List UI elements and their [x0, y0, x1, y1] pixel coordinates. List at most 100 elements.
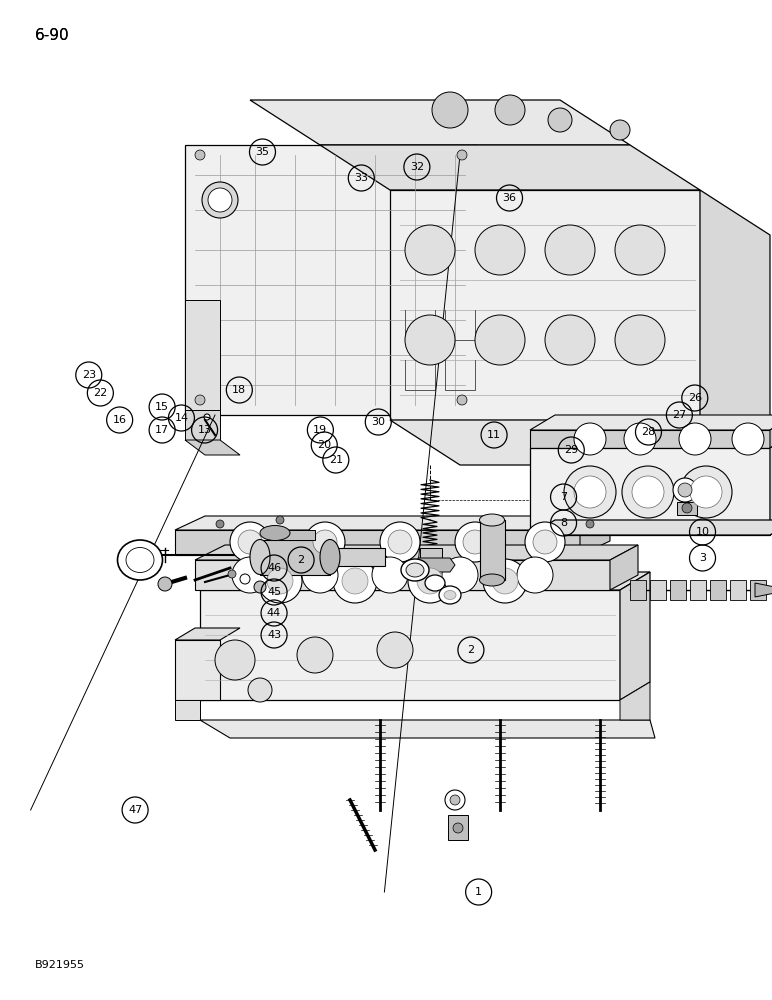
Text: 26: 26: [688, 393, 702, 403]
Polygon shape: [175, 628, 240, 640]
Circle shape: [673, 478, 697, 502]
Circle shape: [517, 557, 553, 593]
Polygon shape: [200, 720, 655, 738]
Polygon shape: [610, 545, 638, 590]
Circle shape: [158, 577, 172, 591]
Circle shape: [586, 520, 594, 528]
Polygon shape: [620, 682, 650, 720]
Ellipse shape: [401, 559, 429, 581]
Ellipse shape: [126, 548, 154, 572]
Circle shape: [492, 568, 518, 594]
Text: 29: 29: [564, 445, 578, 455]
Circle shape: [457, 395, 467, 405]
Circle shape: [302, 557, 338, 593]
Circle shape: [238, 530, 262, 554]
Circle shape: [388, 530, 412, 554]
Polygon shape: [275, 530, 315, 540]
Text: 2: 2: [467, 645, 475, 655]
Circle shape: [475, 225, 525, 275]
Ellipse shape: [444, 590, 456, 599]
Circle shape: [463, 530, 487, 554]
Polygon shape: [185, 440, 240, 455]
Text: 11: 11: [487, 430, 501, 440]
Polygon shape: [448, 815, 468, 840]
Circle shape: [202, 182, 238, 218]
Text: 33: 33: [354, 173, 368, 183]
Text: 43: 43: [267, 630, 281, 640]
Circle shape: [240, 574, 250, 584]
Text: 19: 19: [313, 425, 327, 435]
Circle shape: [380, 522, 420, 562]
Ellipse shape: [406, 563, 424, 577]
Polygon shape: [195, 560, 610, 590]
Text: 16: 16: [113, 415, 127, 425]
Ellipse shape: [425, 575, 445, 591]
Polygon shape: [390, 420, 770, 465]
Polygon shape: [330, 548, 385, 566]
Text: 20: 20: [317, 440, 331, 450]
Text: 27: 27: [672, 410, 686, 420]
Circle shape: [215, 640, 255, 680]
Text: 21: 21: [329, 455, 343, 465]
Circle shape: [615, 225, 665, 275]
Circle shape: [195, 395, 205, 405]
Text: 13: 13: [198, 425, 212, 435]
Circle shape: [432, 92, 468, 128]
Text: 23: 23: [82, 370, 96, 380]
Circle shape: [525, 522, 565, 562]
Circle shape: [208, 188, 232, 212]
Polygon shape: [320, 145, 700, 190]
Text: 1: 1: [475, 887, 482, 897]
Polygon shape: [630, 580, 646, 600]
Polygon shape: [195, 545, 638, 560]
Circle shape: [305, 522, 345, 562]
Circle shape: [545, 315, 595, 365]
Circle shape: [679, 423, 711, 455]
Polygon shape: [175, 530, 580, 555]
Text: 47: 47: [128, 805, 142, 815]
Polygon shape: [260, 540, 330, 575]
Circle shape: [574, 423, 606, 455]
Circle shape: [533, 530, 557, 554]
Circle shape: [228, 570, 236, 578]
Circle shape: [248, 678, 272, 702]
Polygon shape: [750, 580, 766, 600]
Polygon shape: [530, 415, 772, 430]
Circle shape: [622, 466, 674, 518]
Polygon shape: [185, 410, 220, 440]
Ellipse shape: [250, 540, 270, 574]
Polygon shape: [420, 548, 442, 560]
Circle shape: [564, 466, 616, 518]
Circle shape: [457, 150, 467, 160]
Polygon shape: [175, 640, 220, 700]
Text: 17: 17: [155, 425, 169, 435]
Polygon shape: [677, 502, 697, 515]
Polygon shape: [730, 580, 746, 600]
Polygon shape: [475, 145, 545, 460]
Circle shape: [615, 315, 665, 365]
Text: 22: 22: [93, 388, 107, 398]
Circle shape: [545, 225, 595, 275]
Text: 7: 7: [560, 492, 567, 502]
Circle shape: [495, 95, 525, 125]
Polygon shape: [620, 572, 650, 700]
Polygon shape: [185, 145, 475, 415]
Polygon shape: [530, 448, 770, 535]
Circle shape: [333, 559, 377, 603]
Text: B921955: B921955: [35, 960, 85, 970]
Circle shape: [574, 476, 606, 508]
Polygon shape: [530, 430, 770, 448]
Circle shape: [682, 503, 692, 513]
Circle shape: [690, 476, 722, 508]
Text: 14: 14: [174, 413, 188, 423]
Circle shape: [297, 637, 333, 673]
Text: 28: 28: [642, 427, 655, 437]
Circle shape: [610, 120, 630, 140]
Text: 44: 44: [267, 608, 281, 618]
Ellipse shape: [260, 526, 290, 540]
Text: 18: 18: [232, 385, 246, 395]
Polygon shape: [650, 580, 666, 600]
Text: 15: 15: [155, 402, 169, 412]
Text: 35: 35: [256, 147, 269, 157]
Circle shape: [732, 423, 764, 455]
